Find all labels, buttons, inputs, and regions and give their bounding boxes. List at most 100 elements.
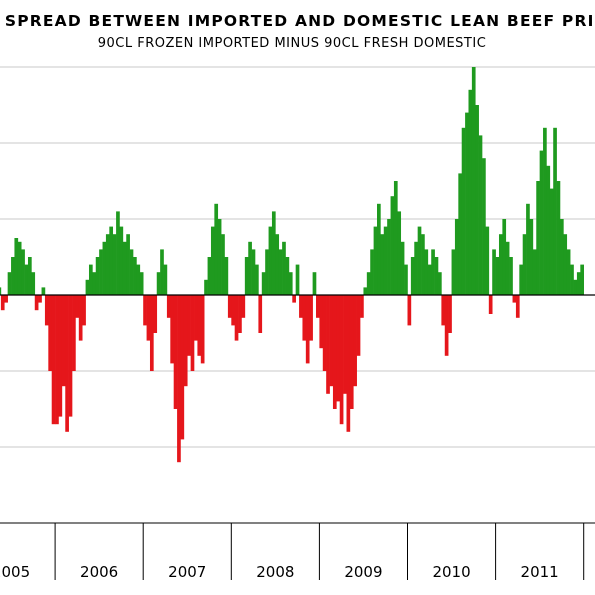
bar bbox=[539, 150, 544, 295]
bar bbox=[271, 211, 276, 295]
bar bbox=[485, 226, 490, 295]
bar bbox=[536, 181, 540, 295]
bar bbox=[227, 295, 232, 318]
bar bbox=[17, 241, 22, 295]
bar bbox=[393, 181, 398, 295]
bar bbox=[309, 295, 313, 341]
bar bbox=[377, 203, 381, 295]
bar bbox=[553, 127, 557, 295]
bar bbox=[397, 211, 402, 295]
bar bbox=[563, 234, 568, 295]
bar bbox=[95, 257, 100, 295]
bar bbox=[214, 203, 219, 295]
bar bbox=[363, 287, 368, 295]
bar bbox=[316, 295, 320, 318]
bar bbox=[326, 295, 330, 394]
bar bbox=[221, 234, 225, 295]
bar bbox=[133, 257, 137, 295]
bar bbox=[468, 89, 473, 295]
bar bbox=[448, 295, 452, 333]
bar bbox=[200, 295, 205, 364]
bar bbox=[261, 272, 266, 295]
bar bbox=[322, 295, 327, 371]
bar bbox=[48, 295, 53, 371]
bar bbox=[360, 295, 364, 318]
bar bbox=[163, 264, 168, 295]
bar bbox=[295, 264, 300, 295]
bar bbox=[383, 226, 388, 295]
bar bbox=[461, 127, 466, 295]
bar bbox=[417, 226, 422, 295]
bar bbox=[305, 295, 310, 364]
bar bbox=[149, 295, 154, 371]
bar bbox=[573, 279, 578, 295]
bar bbox=[451, 249, 456, 295]
x-tick-label: 2008 bbox=[256, 563, 294, 581]
bar bbox=[231, 295, 235, 326]
chart-title: SPREAD BETWEEN IMPORTED AND DOMESTIC LEA… bbox=[5, 12, 595, 30]
bar bbox=[119, 226, 124, 295]
bar bbox=[160, 249, 164, 295]
bar bbox=[0, 295, 5, 311]
bar bbox=[285, 257, 290, 295]
bar bbox=[156, 272, 161, 295]
bar bbox=[177, 295, 181, 463]
bar bbox=[526, 203, 530, 295]
bar bbox=[68, 295, 73, 417]
x-tick-label: 2005 bbox=[0, 563, 30, 581]
bar bbox=[21, 249, 25, 295]
bar bbox=[495, 257, 500, 295]
bar bbox=[72, 295, 76, 371]
bar bbox=[444, 295, 449, 356]
bar bbox=[512, 295, 517, 303]
bar bbox=[312, 272, 317, 295]
bar bbox=[153, 295, 158, 333]
bar bbox=[210, 226, 215, 295]
bar bbox=[343, 295, 347, 394]
bar bbox=[139, 272, 144, 295]
bar bbox=[99, 249, 103, 295]
bar bbox=[116, 211, 120, 295]
bar bbox=[431, 249, 435, 295]
bar bbox=[475, 105, 479, 295]
bar bbox=[410, 257, 415, 295]
bar bbox=[373, 226, 378, 295]
bar bbox=[336, 295, 341, 402]
bar bbox=[414, 241, 418, 295]
bar bbox=[44, 295, 49, 326]
bar bbox=[24, 264, 29, 295]
bar bbox=[187, 295, 191, 356]
bar bbox=[122, 241, 127, 295]
bar bbox=[275, 234, 280, 295]
bar bbox=[366, 272, 371, 295]
bar bbox=[41, 287, 46, 295]
bar bbox=[207, 257, 212, 295]
bar bbox=[299, 295, 303, 318]
bar bbox=[458, 173, 463, 295]
bar bbox=[194, 295, 198, 341]
bar bbox=[549, 188, 554, 295]
bar bbox=[332, 295, 337, 409]
bar bbox=[478, 135, 483, 295]
bar bbox=[570, 264, 574, 295]
bar bbox=[434, 257, 439, 295]
bar bbox=[492, 249, 496, 295]
bar bbox=[27, 257, 32, 295]
bar bbox=[170, 295, 174, 364]
bar bbox=[4, 295, 8, 303]
bar bbox=[427, 264, 432, 295]
bar bbox=[146, 295, 151, 341]
bar bbox=[339, 295, 344, 425]
bar bbox=[55, 295, 59, 425]
bar bbox=[349, 295, 354, 409]
bar bbox=[34, 295, 39, 311]
bar bbox=[11, 257, 15, 295]
bar bbox=[173, 295, 178, 409]
bar bbox=[224, 257, 229, 295]
bar bbox=[75, 295, 80, 318]
bar bbox=[502, 219, 507, 295]
bar bbox=[498, 234, 503, 295]
bar bbox=[437, 272, 442, 295]
bar bbox=[519, 264, 524, 295]
